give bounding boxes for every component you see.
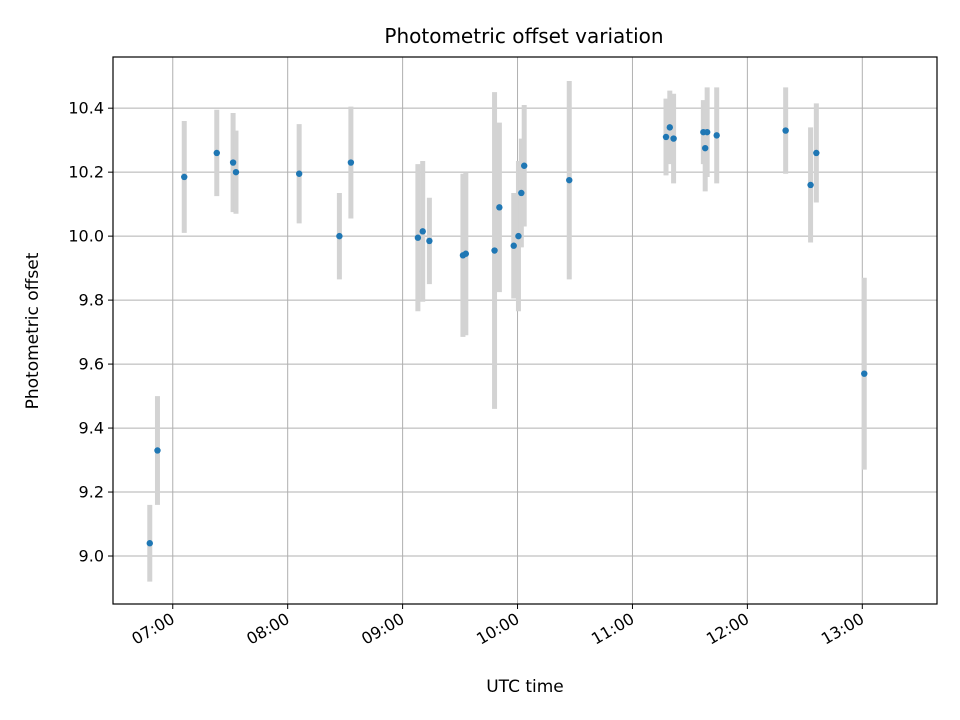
data-points xyxy=(146,124,868,547)
x-tick-label: 07:00 xyxy=(128,609,177,649)
data-point xyxy=(670,135,677,142)
x-axis-label: UTC time xyxy=(486,677,564,697)
data-point xyxy=(807,181,814,189)
x-tick-label: 08:00 xyxy=(243,609,292,649)
data-point xyxy=(336,232,343,240)
data-point xyxy=(703,128,711,136)
data-point xyxy=(861,370,868,377)
data-point xyxy=(662,133,670,141)
y-tick-label: 9.6 xyxy=(79,355,104,374)
data-point xyxy=(566,176,573,184)
data-point xyxy=(510,242,517,249)
data-point xyxy=(146,540,153,547)
data-point xyxy=(518,189,525,197)
data-point xyxy=(496,204,503,211)
data-point xyxy=(414,234,422,241)
y-tick-label: 9.8 xyxy=(79,291,104,310)
data-point xyxy=(701,144,709,152)
x-tick-label: 13:00 xyxy=(818,609,867,649)
y-tick-label: 10.4 xyxy=(68,99,104,118)
data-point xyxy=(426,237,433,245)
x-tick-label: 12:00 xyxy=(703,609,752,649)
data-point xyxy=(515,232,522,240)
data-point xyxy=(181,173,188,181)
data-point xyxy=(782,127,789,134)
data-point xyxy=(813,149,820,157)
x-tick-label: 09:00 xyxy=(358,609,407,649)
data-point xyxy=(347,159,355,166)
data-point xyxy=(491,247,498,254)
x-tick-label: 11:00 xyxy=(588,609,637,649)
y-tick-label: 9.2 xyxy=(79,483,104,502)
y-tick-label: 10.2 xyxy=(68,163,104,182)
data-point xyxy=(213,149,220,157)
error-bars xyxy=(147,80,867,582)
chart-title: Photometric offset variation xyxy=(384,24,663,48)
data-point xyxy=(666,124,674,131)
y-tick-label: 9.0 xyxy=(79,547,104,566)
data-point xyxy=(462,250,470,257)
y-tick-label: 9.4 xyxy=(79,419,104,438)
data-point xyxy=(713,132,720,139)
data-point xyxy=(295,170,303,177)
data-point xyxy=(229,159,237,166)
y-axis-label: Photometric offset xyxy=(23,252,43,409)
data-point xyxy=(520,162,528,169)
data-point xyxy=(154,447,161,454)
x-tick-label: 10:00 xyxy=(473,609,522,649)
data-point xyxy=(419,228,426,235)
data-point xyxy=(232,168,240,176)
y-tick-label: 10.0 xyxy=(68,227,104,246)
plot-frame xyxy=(112,56,938,605)
